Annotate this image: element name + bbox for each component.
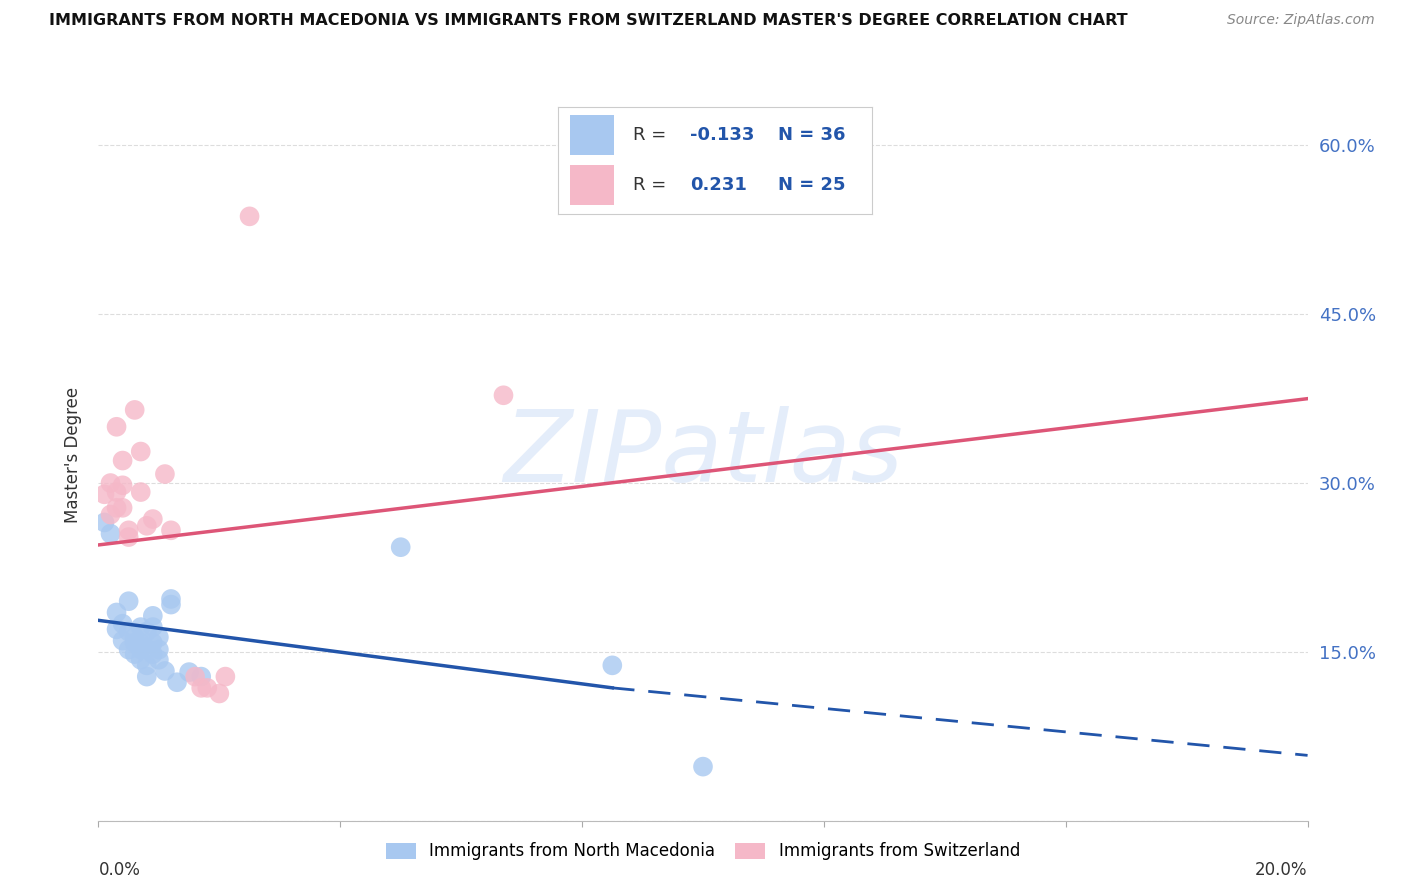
Point [105, 485, 128, 500]
Point [148, 653, 170, 667]
FancyBboxPatch shape [571, 165, 614, 205]
Text: R =: R = [633, 126, 672, 145]
Point [105, 500, 128, 515]
Text: ZIPatlas: ZIPatlas [503, 407, 903, 503]
Point [129, 620, 152, 634]
Text: Source: ZipAtlas.com: Source: ZipAtlas.com [1227, 13, 1375, 28]
Point [124, 630, 146, 644]
Legend: Immigrants from North Macedonia, Immigrants from Switzerland: Immigrants from North Macedonia, Immigra… [380, 836, 1026, 867]
Point [111, 478, 134, 492]
Point [389, 540, 412, 554]
Text: N = 25: N = 25 [778, 176, 845, 194]
Point [214, 670, 236, 684]
Point [184, 670, 207, 684]
Point [135, 641, 157, 656]
Point [160, 598, 183, 612]
Point [93, 487, 115, 501]
Point [160, 524, 183, 538]
Text: 20.0%: 20.0% [1256, 861, 1308, 879]
Point [93, 516, 115, 530]
Point [190, 670, 212, 684]
Point [692, 759, 714, 773]
Point [129, 636, 152, 650]
Point [135, 670, 157, 684]
Point [135, 518, 157, 533]
Point [153, 467, 176, 481]
Point [148, 642, 170, 657]
Point [492, 388, 515, 402]
Point [195, 681, 218, 695]
Point [129, 485, 152, 500]
Point [190, 681, 212, 695]
Point [100, 526, 122, 541]
Point [124, 403, 146, 417]
Point [208, 686, 231, 700]
Point [142, 512, 165, 526]
Point [118, 594, 141, 608]
Text: R =: R = [633, 176, 678, 194]
Point [239, 210, 262, 224]
Text: 0.231: 0.231 [690, 176, 747, 194]
Text: -0.133: -0.133 [690, 126, 754, 145]
Point [142, 620, 165, 634]
Point [166, 675, 188, 690]
Point [118, 642, 141, 657]
Point [118, 530, 141, 544]
Point [135, 624, 157, 639]
FancyBboxPatch shape [571, 115, 614, 155]
Point [142, 608, 165, 623]
Point [129, 444, 152, 458]
Point [129, 653, 152, 667]
Point [105, 419, 128, 434]
Point [129, 642, 152, 657]
Point [105, 606, 128, 620]
Point [100, 476, 122, 491]
Point [160, 591, 183, 606]
Point [118, 624, 141, 639]
Point [111, 633, 134, 648]
Point [148, 630, 170, 644]
Point [124, 636, 146, 650]
Point [111, 500, 134, 515]
Point [602, 658, 624, 673]
Text: N = 36: N = 36 [778, 126, 845, 145]
Point [100, 508, 122, 522]
Point [135, 658, 157, 673]
Point [118, 524, 141, 538]
Point [142, 636, 165, 650]
Point [179, 665, 201, 679]
Point [111, 616, 134, 631]
Point [153, 664, 176, 678]
Point [105, 623, 128, 637]
Point [142, 647, 165, 661]
Y-axis label: Master's Degree: Master's Degree [65, 387, 83, 523]
Point [124, 647, 146, 661]
Text: IMMIGRANTS FROM NORTH MACEDONIA VS IMMIGRANTS FROM SWITZERLAND MASTER'S DEGREE C: IMMIGRANTS FROM NORTH MACEDONIA VS IMMIG… [49, 13, 1128, 29]
Point [111, 453, 134, 467]
Text: 0.0%: 0.0% [98, 861, 141, 879]
